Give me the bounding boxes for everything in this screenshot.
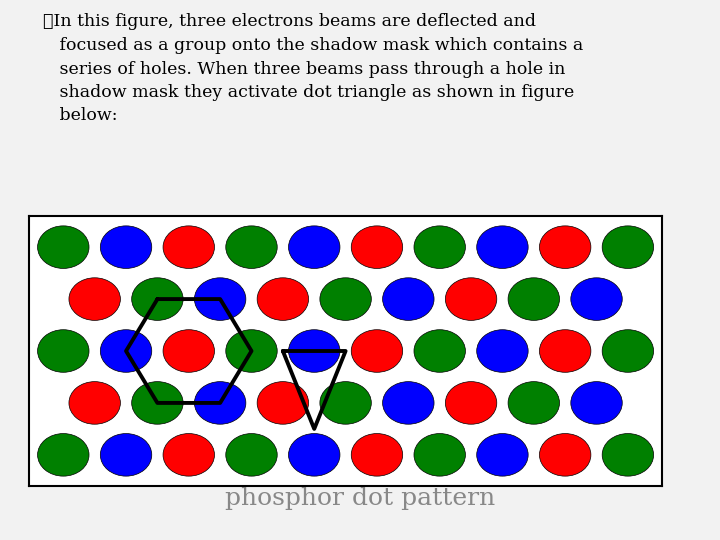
Circle shape — [320, 278, 372, 320]
Circle shape — [100, 226, 152, 268]
Circle shape — [289, 226, 340, 268]
Circle shape — [132, 278, 183, 320]
Circle shape — [477, 434, 528, 476]
Circle shape — [477, 226, 528, 268]
Circle shape — [539, 330, 591, 372]
Circle shape — [571, 278, 622, 320]
Circle shape — [100, 330, 152, 372]
Circle shape — [351, 226, 402, 268]
Circle shape — [289, 434, 340, 476]
Circle shape — [194, 382, 246, 424]
Circle shape — [163, 330, 215, 372]
Circle shape — [69, 278, 120, 320]
Circle shape — [132, 382, 183, 424]
Circle shape — [226, 434, 277, 476]
Circle shape — [414, 434, 465, 476]
Circle shape — [69, 382, 120, 424]
Circle shape — [351, 434, 402, 476]
Circle shape — [289, 330, 340, 372]
Circle shape — [226, 330, 277, 372]
Circle shape — [194, 278, 246, 320]
Circle shape — [414, 226, 465, 268]
Text: ⎄In this figure, three electrons beams are deflected and
   focused as a group o: ⎄In this figure, three electrons beams a… — [43, 14, 583, 125]
Circle shape — [37, 330, 89, 372]
Text: phosphor dot pattern: phosphor dot pattern — [225, 487, 495, 510]
Circle shape — [446, 278, 497, 320]
Circle shape — [602, 226, 654, 268]
Circle shape — [508, 278, 559, 320]
Circle shape — [477, 330, 528, 372]
Circle shape — [539, 226, 591, 268]
Circle shape — [163, 226, 215, 268]
Circle shape — [539, 434, 591, 476]
Circle shape — [602, 434, 654, 476]
Circle shape — [446, 382, 497, 424]
Circle shape — [257, 382, 309, 424]
Circle shape — [257, 278, 309, 320]
Circle shape — [382, 278, 434, 320]
Circle shape — [414, 330, 465, 372]
Circle shape — [571, 382, 622, 424]
Circle shape — [37, 434, 89, 476]
Circle shape — [37, 226, 89, 268]
Circle shape — [320, 382, 372, 424]
Circle shape — [163, 434, 215, 476]
Circle shape — [100, 434, 152, 476]
Circle shape — [382, 382, 434, 424]
Circle shape — [508, 382, 559, 424]
Circle shape — [602, 330, 654, 372]
Circle shape — [226, 226, 277, 268]
Circle shape — [351, 330, 402, 372]
